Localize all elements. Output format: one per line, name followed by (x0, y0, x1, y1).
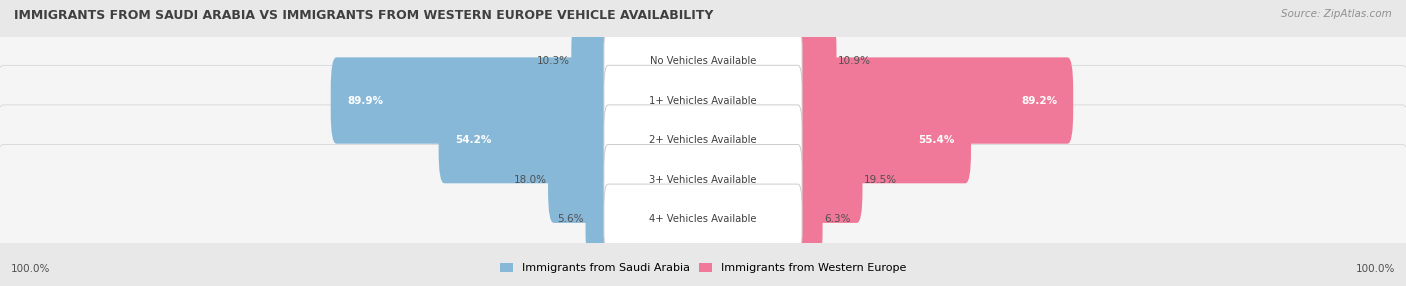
FancyBboxPatch shape (0, 0, 1406, 136)
FancyBboxPatch shape (0, 26, 1406, 175)
FancyBboxPatch shape (793, 97, 972, 183)
FancyBboxPatch shape (0, 144, 1406, 286)
Text: 89.9%: 89.9% (347, 96, 382, 106)
Text: 6.3%: 6.3% (824, 214, 851, 224)
FancyBboxPatch shape (439, 97, 614, 183)
Text: 55.4%: 55.4% (918, 135, 955, 145)
FancyBboxPatch shape (605, 105, 801, 175)
FancyBboxPatch shape (585, 176, 614, 263)
FancyBboxPatch shape (548, 137, 613, 223)
Text: Source: ZipAtlas.com: Source: ZipAtlas.com (1281, 9, 1392, 19)
Text: 19.5%: 19.5% (863, 175, 897, 185)
FancyBboxPatch shape (330, 57, 614, 144)
FancyBboxPatch shape (605, 65, 801, 136)
FancyBboxPatch shape (605, 26, 801, 96)
FancyBboxPatch shape (0, 105, 1406, 255)
Text: 100.0%: 100.0% (1355, 264, 1395, 274)
FancyBboxPatch shape (605, 144, 801, 215)
Text: No Vehicles Available: No Vehicles Available (650, 56, 756, 66)
FancyBboxPatch shape (605, 184, 801, 255)
FancyBboxPatch shape (793, 18, 837, 104)
Text: 10.3%: 10.3% (537, 56, 569, 66)
Text: 89.2%: 89.2% (1021, 96, 1057, 106)
FancyBboxPatch shape (793, 57, 1073, 144)
Text: 100.0%: 100.0% (11, 264, 51, 274)
FancyBboxPatch shape (571, 18, 613, 104)
Text: 1+ Vehicles Available: 1+ Vehicles Available (650, 96, 756, 106)
Text: 18.0%: 18.0% (513, 175, 547, 185)
Text: IMMIGRANTS FROM SAUDI ARABIA VS IMMIGRANTS FROM WESTERN EUROPE VEHICLE AVAILABIL: IMMIGRANTS FROM SAUDI ARABIA VS IMMIGRAN… (14, 9, 713, 21)
Legend: Immigrants from Saudi Arabia, Immigrants from Western Europe: Immigrants from Saudi Arabia, Immigrants… (495, 258, 911, 278)
Text: 10.9%: 10.9% (838, 56, 870, 66)
Text: 5.6%: 5.6% (558, 214, 583, 224)
FancyBboxPatch shape (0, 65, 1406, 215)
FancyBboxPatch shape (793, 137, 862, 223)
Text: 3+ Vehicles Available: 3+ Vehicles Available (650, 175, 756, 185)
Text: 2+ Vehicles Available: 2+ Vehicles Available (650, 135, 756, 145)
FancyBboxPatch shape (793, 176, 823, 263)
Text: 54.2%: 54.2% (454, 135, 491, 145)
Text: 4+ Vehicles Available: 4+ Vehicles Available (650, 214, 756, 224)
